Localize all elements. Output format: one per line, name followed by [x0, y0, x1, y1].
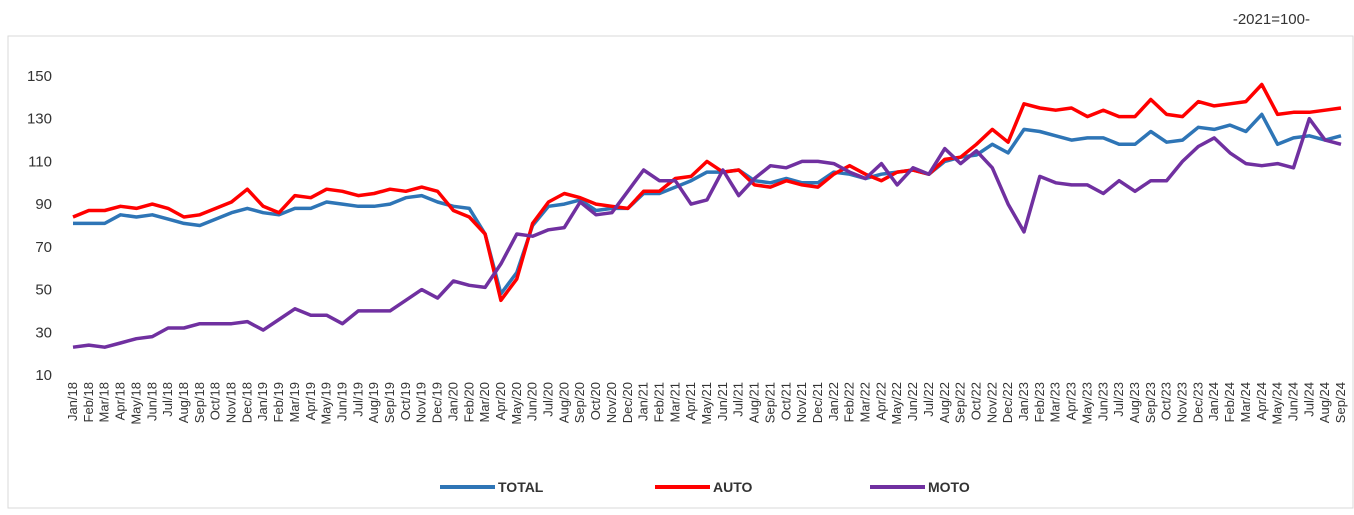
- x-tick-label: Mar/18: [97, 382, 112, 422]
- y-tick-label: 130: [27, 111, 52, 128]
- x-tick-label: Jan/18: [65, 382, 80, 421]
- legend-label: MOTO: [928, 479, 970, 495]
- y-tick-label: 110: [28, 153, 52, 170]
- x-tick-label: Feb/18: [81, 382, 96, 422]
- x-tick-label: Dec/19: [430, 382, 445, 423]
- y-tick-label: 150: [27, 68, 52, 85]
- y-tick-label: 10: [35, 367, 52, 384]
- x-tick-label: Jul/18: [160, 382, 175, 417]
- legend-label: AUTO: [713, 479, 753, 495]
- x-tick-label: Sep/22: [953, 382, 968, 423]
- x-tick-label: Oct/23: [1159, 382, 1174, 420]
- x-tick-label: Jun/21: [715, 382, 730, 421]
- x-tick-label: Mar/20: [477, 382, 492, 422]
- x-tick-label: Feb/23: [1032, 382, 1047, 422]
- x-tick-label: May/24: [1270, 382, 1285, 425]
- x-tick-label: Oct/21: [778, 382, 793, 420]
- series-line: [72, 116, 1342, 349]
- x-tick-label: May/21: [699, 382, 714, 425]
- x-tick-label: Jul/24: [1301, 382, 1316, 417]
- x-tick-label: Mar/24: [1238, 382, 1253, 422]
- x-tick-label: Apr/19: [303, 382, 318, 420]
- x-tick-label: Nov/22: [984, 382, 999, 423]
- series-line: [72, 82, 1342, 303]
- x-tick-label: May/22: [889, 382, 904, 425]
- x-tick-label: Aug/24: [1317, 382, 1332, 423]
- x-tick-label: Apr/22: [873, 382, 888, 420]
- x-tick-label: May/18: [128, 382, 143, 425]
- x-tick-label: Mar/19: [287, 382, 302, 422]
- legend-label: TOTAL: [498, 479, 544, 495]
- x-tick-label: Jul/19: [350, 382, 365, 417]
- x-tick-label: Nov/18: [224, 382, 239, 423]
- x-tick-label: Aug/18: [176, 382, 191, 423]
- x-tick-label: Jun/24: [1285, 382, 1300, 421]
- x-tick-label: Jun/22: [905, 382, 920, 421]
- y-tick-label: 50: [35, 282, 52, 299]
- x-tick-label: Dec/23: [1190, 382, 1205, 423]
- x-tick-label: Nov/20: [604, 382, 619, 423]
- x-tick-label: Sep/24: [1333, 382, 1348, 423]
- x-tick-label: Apr/21: [683, 382, 698, 420]
- series-line: [73, 112, 1342, 296]
- x-tick-label: Jul/23: [1111, 382, 1126, 417]
- x-tick-label: Feb/22: [842, 382, 857, 422]
- x-tick-label: Nov/19: [414, 382, 429, 423]
- x-tick-label: Nov/21: [794, 382, 809, 423]
- x-tick-label: Sep/21: [762, 382, 777, 423]
- x-tick-label: Dec/18: [239, 382, 254, 423]
- x-tick-label: Jul/21: [731, 382, 746, 417]
- x-tick-label: Jan/23: [1016, 382, 1031, 421]
- x-tick-label: Jun/18: [144, 382, 159, 421]
- y-tick-label: 30: [35, 324, 52, 341]
- x-tick-label: Mar/21: [667, 382, 682, 422]
- x-tick-label: Feb/24: [1222, 382, 1237, 422]
- x-tick-label: Feb/21: [651, 382, 666, 422]
- x-tick-label: Oct/19: [398, 382, 413, 420]
- x-tick-label: May/19: [319, 382, 334, 425]
- annotation: -2021=100-: [1233, 11, 1310, 28]
- x-tick-label: Jul/20: [541, 382, 556, 417]
- x-tick-label: Jun/23: [1095, 382, 1110, 421]
- x-tick-label: Jan/21: [636, 382, 651, 421]
- x-tick-label: Jan/19: [255, 382, 270, 421]
- x-tick-label: Sep/23: [1143, 382, 1158, 423]
- x-tick-label: Aug/19: [366, 382, 381, 423]
- x-tick-label: Jan/20: [445, 382, 460, 421]
- x-tick-label: Feb/19: [271, 382, 286, 422]
- x-tick-label: Feb/20: [461, 382, 476, 422]
- x-tick-label: Aug/20: [556, 382, 571, 423]
- x-tick-label: Dec/21: [810, 382, 825, 423]
- x-tick-label: Apr/23: [1064, 382, 1079, 420]
- x-tick-label: May/23: [1079, 382, 1094, 425]
- x-tick-label: Mar/23: [1048, 382, 1063, 422]
- x-tick-label: May/20: [509, 382, 524, 425]
- x-tick-label: Jul/22: [921, 382, 936, 417]
- x-tick-label: Sep/20: [572, 382, 587, 423]
- x-tick-label: Apr/18: [113, 382, 128, 420]
- x-tick-label: Mar/22: [858, 382, 873, 422]
- x-tick-label: Jan/22: [826, 382, 841, 421]
- x-tick-label: Oct/18: [208, 382, 223, 420]
- x-tick-label: Dec/22: [1000, 382, 1015, 423]
- x-tick-label: Apr/24: [1254, 382, 1269, 420]
- x-tick-label: Sep/18: [192, 382, 207, 423]
- x-tick-label: Jun/20: [525, 382, 540, 421]
- x-tick-label: Aug/23: [1127, 382, 1142, 423]
- x-tick-label: Aug/22: [937, 382, 952, 423]
- x-tick-label: Oct/20: [588, 382, 603, 420]
- x-tick-label: Oct/22: [968, 382, 983, 420]
- x-tick-label: Sep/19: [382, 382, 397, 423]
- chart-frame: [7, 35, 1354, 509]
- x-tick-label: Jun/19: [334, 382, 349, 421]
- x-tick-label: Nov/23: [1175, 382, 1190, 423]
- y-tick-label: 90: [35, 196, 52, 213]
- x-tick-label: Aug/21: [747, 382, 762, 423]
- y-tick-label: 70: [35, 239, 52, 256]
- x-tick-label: Jan/24: [1206, 382, 1221, 421]
- x-tick-label: Dec/20: [620, 382, 635, 423]
- x-tick-label: Apr/20: [493, 382, 508, 420]
